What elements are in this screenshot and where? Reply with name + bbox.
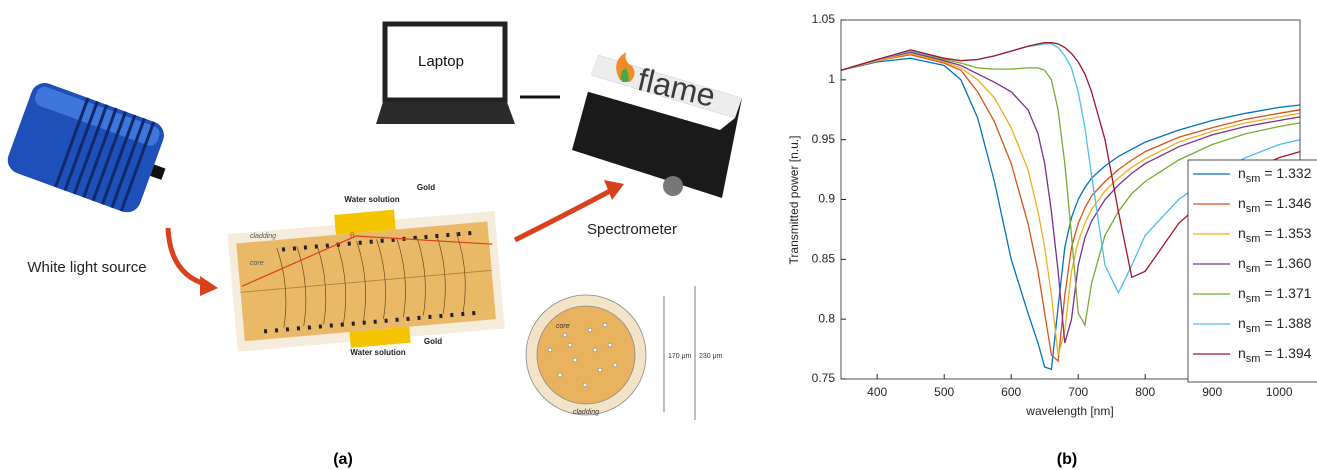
light-source: [4, 79, 179, 220]
gold-label: Gold: [417, 183, 435, 192]
x-tick-label: 500: [934, 385, 954, 399]
spectrometer: flame: [572, 52, 742, 198]
y-tick-label: 0.9: [818, 192, 835, 206]
y-tick-label: 1.05: [812, 12, 836, 26]
cladding-label: cladding: [250, 233, 276, 240]
x-tick-label: 800: [1135, 385, 1155, 399]
diameter-label: 230 μm: [699, 353, 723, 360]
y-axis-label: Transmitted power [n.u.]: [787, 136, 801, 265]
caption: (b): [1057, 451, 1077, 468]
laptop: Laptop: [376, 24, 515, 124]
y-tick-label: 0.75: [812, 371, 836, 385]
chart: wavelength [nm] Transmitted power [n.u.]…: [787, 12, 1317, 418]
x-tick-label: 400: [867, 385, 887, 399]
cladding-label: cladding: [573, 409, 599, 416]
core-label: core: [250, 260, 264, 267]
x-tick-label: 1000: [1266, 385, 1293, 399]
fiber: [227, 201, 506, 358]
laptop-label: Laptop: [418, 53, 464, 70]
arrow-head: [200, 276, 218, 296]
gold-label: Gold: [424, 337, 442, 346]
y-tick-label: 1: [828, 72, 835, 86]
arrow: [168, 228, 208, 285]
x-tick-label: 900: [1202, 385, 1222, 399]
diameter-label: 170 μm: [668, 353, 692, 360]
caption: (a): [333, 451, 353, 468]
angle-label: θ: [350, 231, 355, 240]
x-axis-label: wavelength [nm]: [1025, 404, 1113, 418]
water-label: Water solution: [344, 195, 399, 204]
water-label: Water solution: [350, 348, 405, 357]
spectrometer-label: Spectrometer: [587, 221, 677, 238]
x-tick-label: 700: [1068, 385, 1088, 399]
light-source-label: White light source: [27, 259, 146, 276]
y-tick-label: 0.95: [812, 132, 836, 146]
x-tick-label: 600: [1001, 385, 1021, 399]
y-tick-label: 0.8: [818, 311, 835, 325]
core-label: core: [556, 323, 570, 330]
y-tick-label: 0.85: [812, 252, 836, 266]
figure: White light source Laptop flame Spectrom…: [0, 0, 1317, 470]
